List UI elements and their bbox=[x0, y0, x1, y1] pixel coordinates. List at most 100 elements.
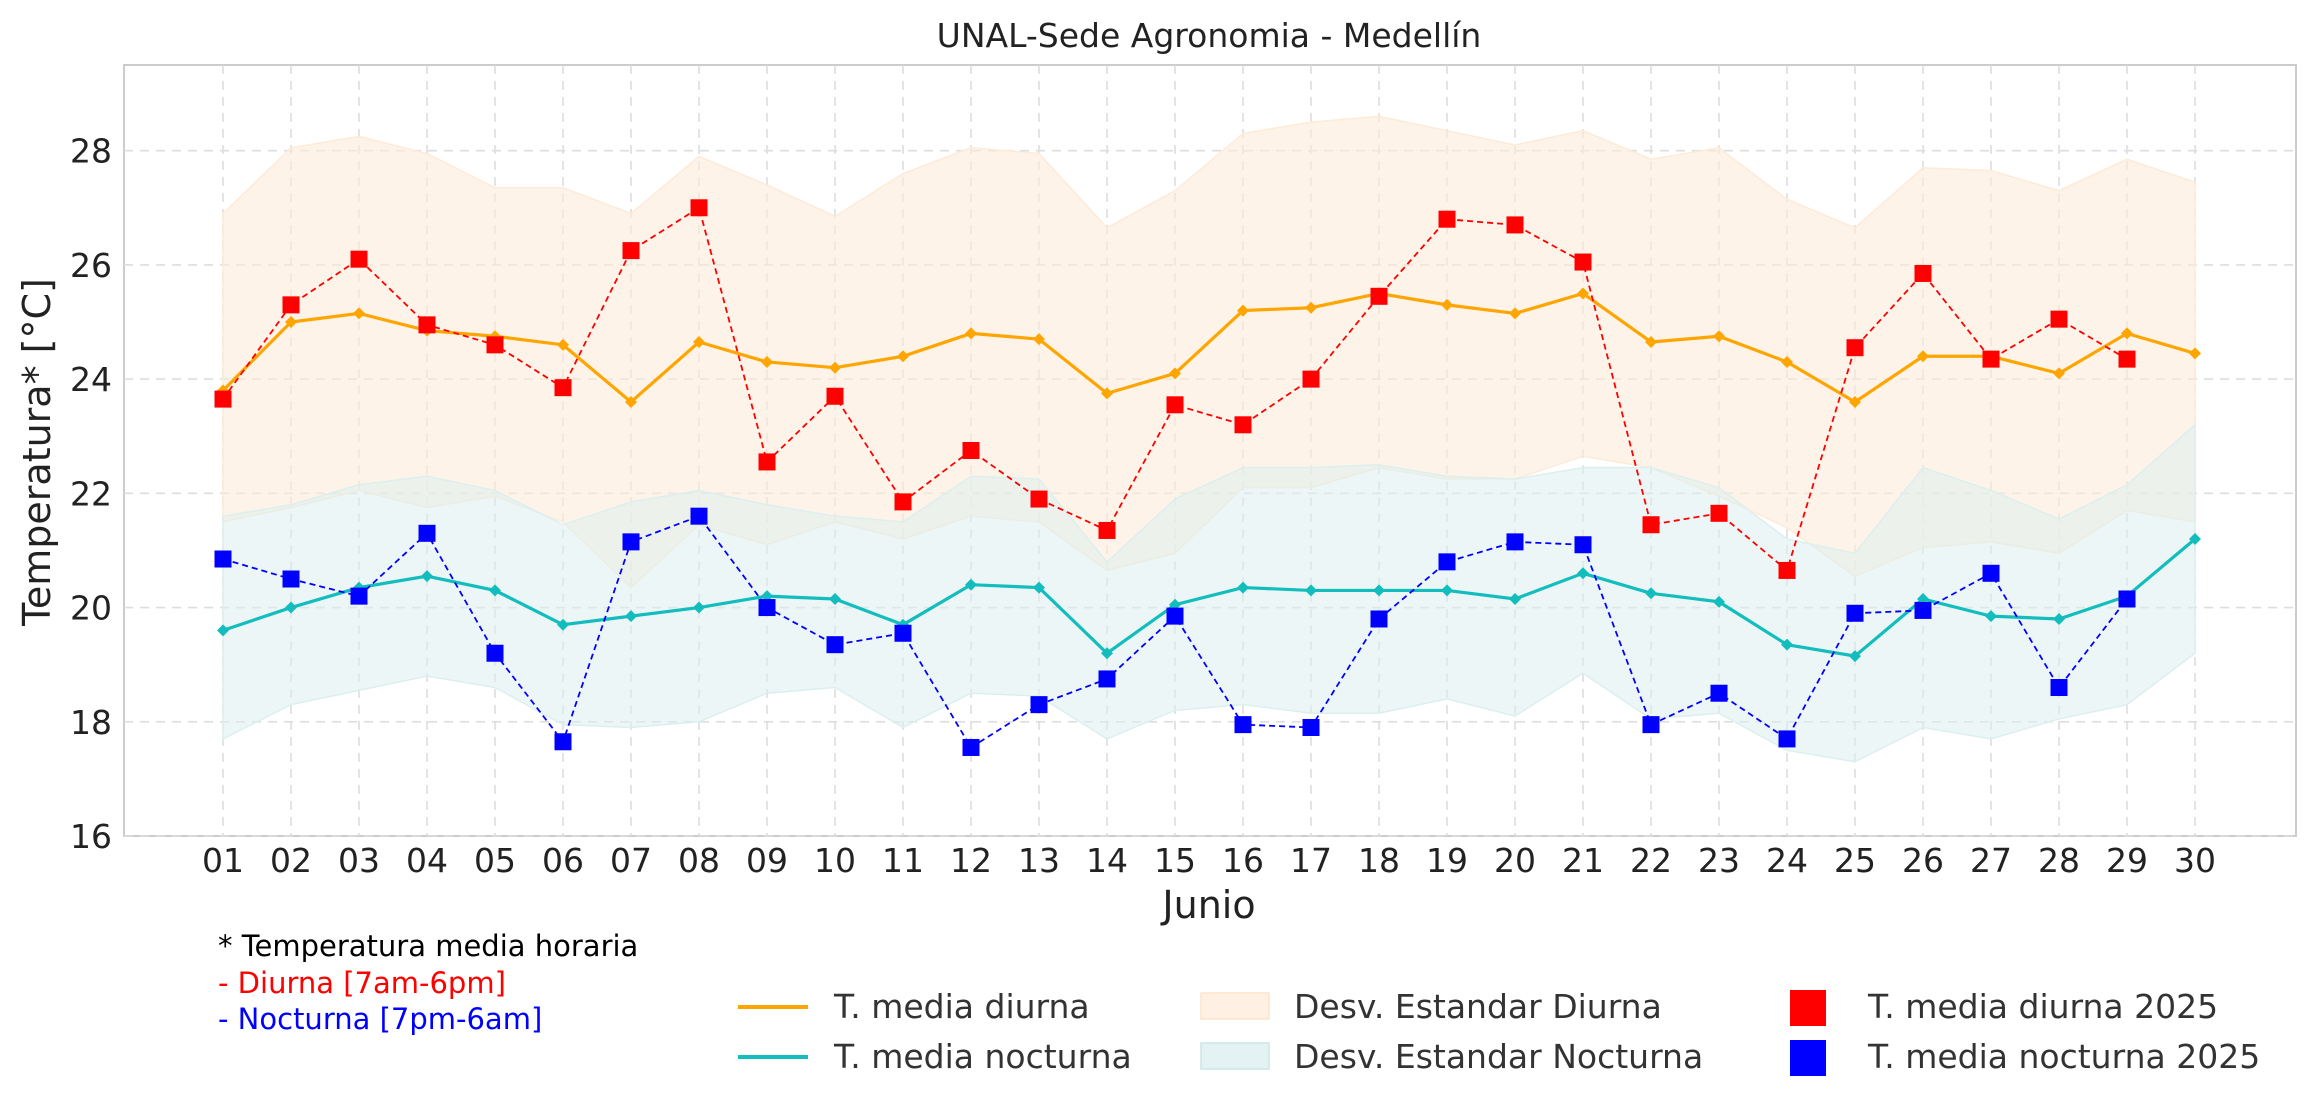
marker-t-media-nocturna-2025 bbox=[1846, 604, 1864, 622]
point-t-media-diurna bbox=[897, 350, 909, 363]
legend-label: T. media nocturna bbox=[833, 1037, 1132, 1076]
x-tick-label: 01 bbox=[202, 841, 244, 880]
marker-t-media-diurna-2025 bbox=[282, 296, 300, 314]
x-tick-label: 21 bbox=[1562, 841, 1604, 880]
legend-item-t-media-nocturna: T. media nocturna bbox=[738, 1037, 1132, 1076]
marker-t-media-diurna-2025 bbox=[1438, 210, 1456, 228]
marker-t-media-nocturna-2025 bbox=[1506, 533, 1524, 551]
marker-t-media-nocturna-2025 bbox=[2050, 679, 2068, 697]
x-tick-label: 25 bbox=[1834, 841, 1876, 880]
point-t-media-diurna bbox=[1917, 350, 1929, 363]
marker-t-media-nocturna-2025 bbox=[418, 524, 436, 542]
point-t-media-nocturna bbox=[1509, 592, 1521, 605]
legend-item-desv-nocturna: Desv. Estandar Nocturna bbox=[1200, 1037, 1703, 1076]
legend-label: T. media diurna bbox=[833, 987, 1090, 1026]
legend-item-diurna-2025: T. media diurna 2025 bbox=[1790, 987, 2218, 1026]
marker-t-media-nocturna-2025 bbox=[350, 587, 368, 605]
point-t-media-diurna bbox=[1509, 307, 1521, 320]
marker-t-media-diurna-2025 bbox=[1982, 350, 2000, 368]
point-t-media-diurna bbox=[761, 355, 773, 368]
marker-t-media-diurna-2025 bbox=[1710, 504, 1728, 522]
marker-t-media-diurna-2025 bbox=[622, 242, 640, 260]
x-tick-label: 20 bbox=[1494, 841, 1536, 880]
legend: T. media diurna T. media nocturna Desv. … bbox=[738, 987, 2260, 1076]
x-tick-label: 10 bbox=[814, 841, 856, 880]
line-t-media-diurna-2025 bbox=[222, 206, 2128, 572]
y-tick-label: 26 bbox=[70, 246, 112, 285]
point-t-media-diurna bbox=[1849, 395, 1861, 408]
point-t-media-diurna bbox=[285, 316, 297, 328]
marker-t-media-diurna-2025 bbox=[486, 336, 504, 354]
marker-t-media-diurna-2025 bbox=[2118, 350, 2136, 368]
y-tick-label: 22 bbox=[70, 474, 112, 513]
point-t-media-diurna bbox=[1237, 304, 1249, 317]
marker-t-media-diurna-2025 bbox=[1166, 396, 1184, 414]
x-tick-label: 30 bbox=[2174, 841, 2216, 880]
marker-t-media-nocturna-2025 bbox=[214, 550, 232, 568]
x-tick-label: 16 bbox=[1222, 841, 1264, 880]
marker-t-media-diurna-2025 bbox=[554, 379, 572, 397]
x-tick-label: 24 bbox=[1766, 841, 1808, 880]
footnote-line1: * Temperatura media horaria bbox=[218, 929, 638, 963]
footnote-line3: - Nocturna [7pm-6am] bbox=[218, 1002, 542, 1036]
legend-swatch-desv-diurna bbox=[1200, 992, 1270, 1020]
x-tick-label: 09 bbox=[746, 841, 788, 880]
point-t-media-nocturna bbox=[1033, 581, 1045, 594]
marker-t-media-diurna-2025 bbox=[758, 453, 776, 471]
marker-t-media-diurna-2025 bbox=[1098, 521, 1116, 539]
x-tick-label: 11 bbox=[882, 841, 924, 880]
marker-t-media-nocturna-2025 bbox=[486, 644, 504, 662]
x-tick-label: 04 bbox=[406, 841, 448, 880]
x-tick-label: 14 bbox=[1086, 841, 1128, 880]
marker-t-media-diurna-2025 bbox=[1778, 561, 1796, 579]
point-t-media-diurna bbox=[2121, 327, 2133, 340]
x-tick-label: 03 bbox=[338, 841, 380, 880]
point-t-media-diurna bbox=[625, 395, 637, 408]
marker-t-media-diurna-2025 bbox=[962, 442, 980, 459]
x-axis-label: Junio bbox=[1160, 883, 1255, 927]
x-tick-label: 06 bbox=[542, 841, 584, 880]
y-tick-label: 28 bbox=[70, 132, 112, 171]
marker-t-media-nocturna-2025 bbox=[1438, 553, 1456, 571]
marker-t-media-nocturna-2025 bbox=[1642, 716, 1660, 734]
point-t-media-diurna bbox=[693, 335, 705, 348]
marker-t-media-nocturna-2025 bbox=[894, 624, 912, 642]
point-t-media-nocturna bbox=[2189, 533, 2201, 546]
y-tick-labels: 16 18 20 22 24 26 28 bbox=[70, 132, 112, 856]
marker-t-media-nocturna-2025 bbox=[962, 738, 980, 756]
point-t-media-nocturna bbox=[217, 624, 229, 637]
point-t-media-diurna bbox=[1169, 367, 1181, 380]
marker-t-media-diurna-2025 bbox=[894, 493, 912, 511]
marker-t-media-nocturna-2025 bbox=[1914, 601, 1932, 619]
legend-label: T. media diurna 2025 bbox=[1867, 987, 2218, 1026]
marker-t-media-nocturna-2025 bbox=[690, 507, 708, 525]
x-tick-label: 07 bbox=[610, 841, 652, 880]
marker-t-media-nocturna-2025 bbox=[1778, 730, 1796, 748]
point-t-media-diurna bbox=[2189, 347, 2201, 360]
point-t-media-nocturna bbox=[1237, 581, 1249, 594]
x-tick-label: 05 bbox=[474, 841, 516, 880]
marker-t-media-nocturna-2025 bbox=[1982, 564, 2000, 582]
marker-t-media-diurna-2025 bbox=[418, 316, 436, 334]
marker-t-media-nocturna-2025 bbox=[622, 533, 640, 551]
point-t-media-nocturna bbox=[1305, 584, 1317, 597]
band-desv-estandar-nocturna bbox=[222, 423, 2196, 763]
point-t-media-nocturna bbox=[1577, 567, 1589, 580]
legend-label: T. media nocturna 2025 bbox=[1867, 1037, 2260, 1076]
legend-swatch-nocturna-2025 bbox=[1790, 1040, 1826, 1076]
point-t-media-nocturna bbox=[1373, 584, 1385, 597]
legend-item-nocturna-2025: T. media nocturna 2025 bbox=[1790, 1037, 2260, 1076]
point-t-media-diurna bbox=[1577, 287, 1589, 300]
point-t-media-nocturna bbox=[1985, 610, 1997, 623]
x-tick-label: 12 bbox=[950, 841, 992, 880]
point-t-media-diurna bbox=[1441, 298, 1453, 311]
marker-t-media-nocturna-2025 bbox=[1234, 716, 1252, 734]
point-t-media-nocturna bbox=[1781, 638, 1793, 651]
point-t-media-nocturna bbox=[2053, 612, 2065, 625]
marker-t-media-nocturna-2025 bbox=[1098, 670, 1116, 688]
marker-t-media-nocturna-2025 bbox=[1166, 607, 1184, 625]
x-tick-label: 18 bbox=[1358, 841, 1400, 880]
x-tick-label: 26 bbox=[1902, 841, 1944, 880]
point-t-media-diurna bbox=[829, 361, 841, 374]
